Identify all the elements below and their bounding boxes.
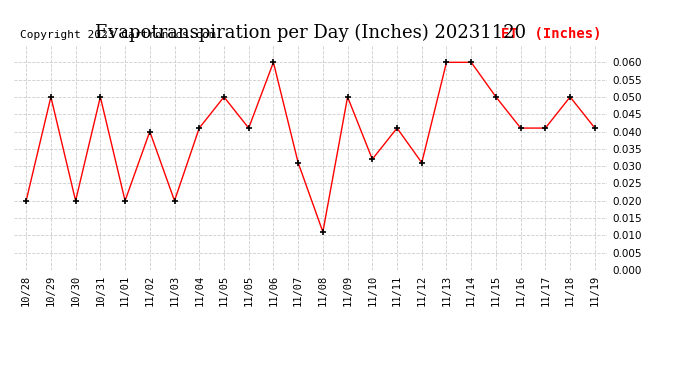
ET  (Inches) [121,198,129,203]
ET  (Inches) [368,157,377,162]
ET  (Inches) [541,126,549,130]
ET  (Inches) [220,94,228,99]
Title: Evapotranspiration per Day (Inches) 20231120: Evapotranspiration per Day (Inches) 2023… [95,24,526,42]
ET  (Inches) [170,198,179,203]
Line: ET  (Inches): ET (Inches) [23,59,598,236]
ET  (Inches) [417,160,426,165]
ET  (Inches) [244,126,253,130]
ET  (Inches) [591,126,599,130]
ET  (Inches) [467,60,475,64]
ET  (Inches) [442,60,451,64]
ET  (Inches) [492,94,500,99]
ET  (Inches) [517,126,525,130]
ET  (Inches) [393,126,401,130]
ET  (Inches) [269,60,277,64]
ET  (Inches) [319,230,327,234]
Text: ET  (Inches): ET (Inches) [501,27,601,40]
ET  (Inches) [344,94,352,99]
ET  (Inches) [47,94,55,99]
ET  (Inches) [195,126,204,130]
ET  (Inches) [22,198,30,203]
ET  (Inches) [294,160,302,165]
ET  (Inches) [566,94,574,99]
ET  (Inches) [72,198,80,203]
ET  (Inches) [146,129,154,134]
ET  (Inches) [96,94,104,99]
Text: Copyright 2023 Cartronics.com: Copyright 2023 Cartronics.com [20,30,215,40]
